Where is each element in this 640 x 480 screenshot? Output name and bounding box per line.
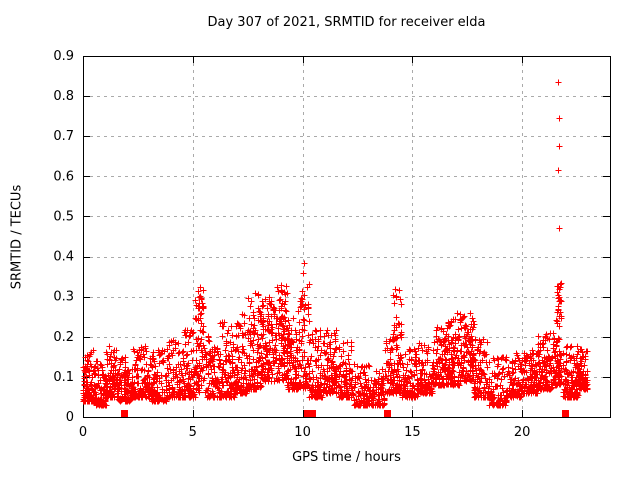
x-tick-label: 10 <box>294 425 311 440</box>
y-tick-label: 0.4 <box>53 250 74 265</box>
y-tick-label: 0.2 <box>53 330 74 345</box>
zero-value-square-marker <box>309 410 316 417</box>
y-tick-label: 0.5 <box>53 209 74 224</box>
y-tick-label: 0.9 <box>53 49 74 64</box>
plot-border <box>83 56 611 418</box>
zero-value-square-marker <box>121 410 128 417</box>
x-tick-label: 5 <box>189 425 197 440</box>
y-tick-label: 0.7 <box>53 129 74 144</box>
y-tick-label: 0.3 <box>53 290 74 305</box>
zero-value-square-marker <box>384 410 391 417</box>
y-tick-label: 0.8 <box>53 89 74 104</box>
zero-value-square-marker <box>562 410 569 417</box>
scatter-points <box>80 79 591 409</box>
y-tick-label: 0 <box>66 410 74 425</box>
x-tick-label: 15 <box>404 425 421 440</box>
y-tick-label: 0.6 <box>53 169 74 184</box>
x-tick-label: 0 <box>79 425 87 440</box>
zero-value-square-marker <box>304 410 311 417</box>
x-tick-label: 20 <box>514 425 531 440</box>
x-axis-label: GPS time / hours <box>292 450 401 465</box>
chart-title: Day 307 of 2021, SRMTID for receiver eld… <box>207 15 486 30</box>
y-tick-label: 0.1 <box>53 370 74 385</box>
